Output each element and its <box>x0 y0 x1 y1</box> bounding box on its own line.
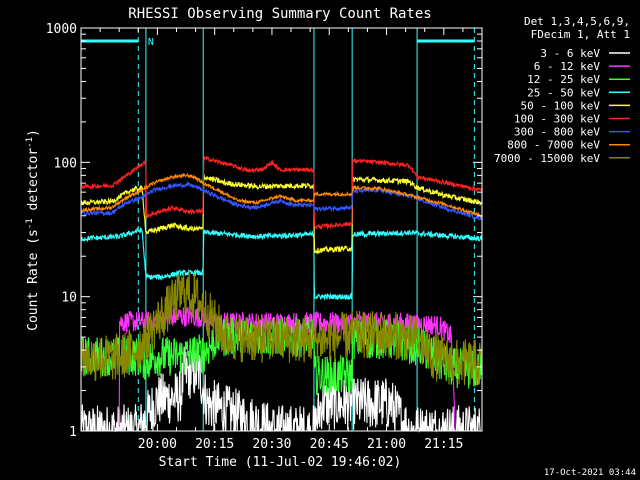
plot-frame <box>80 27 483 432</box>
attenuator-marker-label: N <box>148 37 154 48</box>
legend-header-line-1: Det 1,3,4,5,6,9, <box>524 15 630 28</box>
y-tick-label: 1 <box>69 425 77 440</box>
legend-label: 12 - 25 keV <box>527 73 600 86</box>
legend-label: 7000 - 15000 keV <box>494 152 600 165</box>
y-tick-label: 100 <box>54 156 77 171</box>
series-8 <box>80 270 483 386</box>
x-tick-label: 20:00 <box>138 437 177 452</box>
y-axis-label-sup1: -1 <box>25 218 35 229</box>
x-axis-label: Start Time (11-Jul-02 19:46:02) <box>159 455 402 470</box>
x-tick-label: 21:00 <box>367 437 406 452</box>
legend-label: 50 - 100 keV <box>521 99 601 112</box>
legend-label: 3 - 6 keV <box>540 47 600 60</box>
chart-title: RHESSI Observing Summary Count Rates <box>128 6 431 22</box>
series-line <box>80 270 483 386</box>
series-line <box>80 227 483 301</box>
x-tick-label: 20:15 <box>195 437 234 452</box>
legend-label: 25 - 50 keV <box>527 86 600 99</box>
render-timestamp: 17-Oct-2021 03:44 <box>544 468 636 478</box>
y-axis-label-sup2: -1 <box>25 137 35 148</box>
y-axis-label-mid: detector <box>26 148 41 219</box>
y-axis: 1 10 100 1000 <box>46 22 482 440</box>
y-axis-label: Count Rate (s-1 detector-1) <box>25 129 41 331</box>
x-axis: 20:00 20:15 20:30 20:45 21:00 21:15 <box>99 28 483 452</box>
series-line <box>80 155 483 231</box>
legend-label: 800 - 7000 keV <box>507 139 600 152</box>
series-line <box>80 173 483 255</box>
y-axis-label-end: ) <box>26 129 41 137</box>
series-5 <box>80 155 483 231</box>
legend-label: 100 - 300 keV <box>514 113 600 126</box>
y-tick-label: 10 <box>61 291 77 306</box>
legend-label: 300 - 800 keV <box>514 126 600 139</box>
x-tick-label: 20:45 <box>310 437 349 452</box>
legend-label: 6 - 12 keV <box>534 60 601 73</box>
plot-content: N <box>80 28 483 434</box>
legend: Det 1,3,4,5,6,9, FDecim 1, Att 1 3 - 6 k… <box>494 15 630 165</box>
series-line <box>80 172 483 218</box>
series-4 <box>80 173 483 255</box>
series-3 <box>80 227 483 301</box>
series-7 <box>80 172 483 218</box>
y-axis-label-main: Count Rate (s <box>26 229 41 331</box>
x-tick-label: 20:30 <box>252 437 291 452</box>
y-tick-label: 1000 <box>46 22 77 37</box>
x-tick-label: 21:15 <box>424 437 463 452</box>
legend-header-line-2: FDecim 1, Att 1 <box>531 28 630 41</box>
